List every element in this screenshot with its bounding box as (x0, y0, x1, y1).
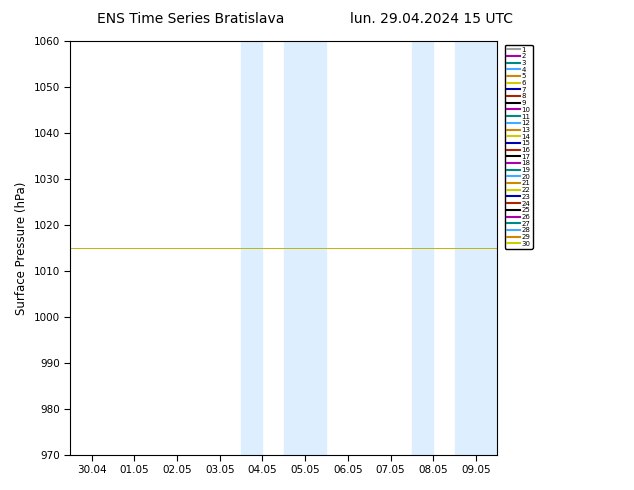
Text: lun. 29.04.2024 15 UTC: lun. 29.04.2024 15 UTC (349, 12, 513, 26)
Text: ENS Time Series Bratislava: ENS Time Series Bratislava (96, 12, 284, 26)
Bar (412, 41, 433, 455)
Legend: 1, 2, 3, 4, 5, 6, 7, 8, 9, 10, 11, 12, 13, 14, 15, 16, 17, 18, 19, 20, 21, 22, 2: 1, 2, 3, 4, 5, 6, 7, 8, 9, 10, 11, 12, 1… (505, 45, 533, 249)
Bar (455, 41, 497, 455)
Y-axis label: Surface Pressure (hPa): Surface Pressure (hPa) (15, 181, 28, 315)
Bar (241, 41, 262, 455)
Bar (284, 41, 327, 455)
